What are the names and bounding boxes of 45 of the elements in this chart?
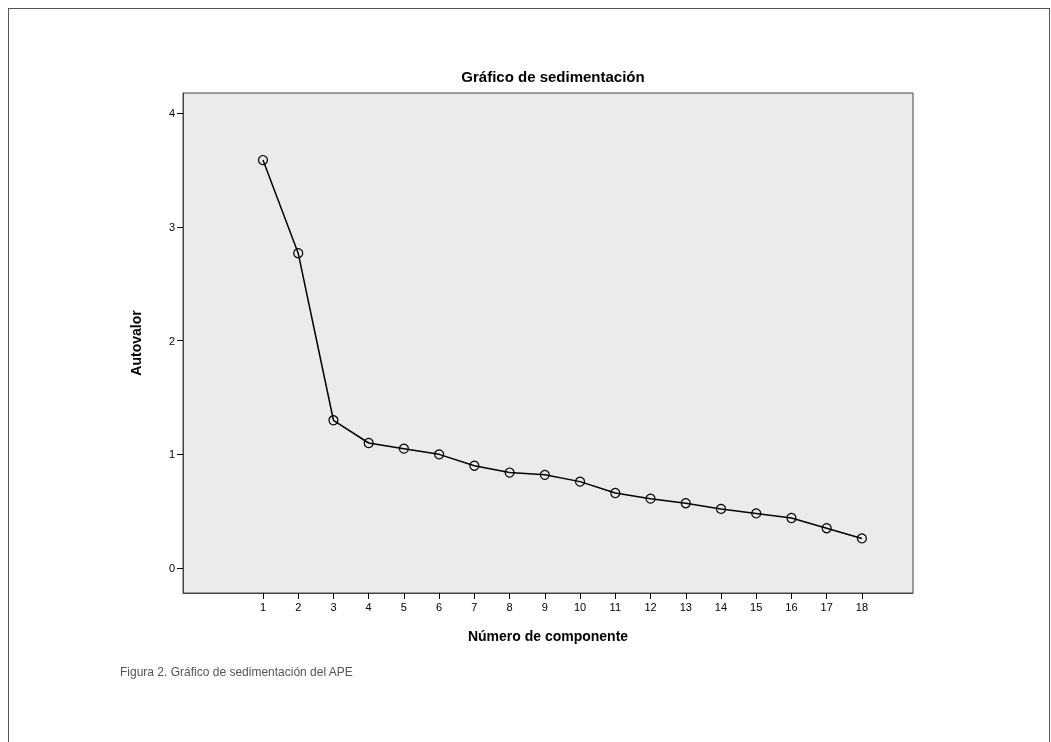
point: [574, 476, 586, 487]
x-tick-label: 17: [820, 600, 833, 613]
x-tick-label: 12: [644, 600, 657, 613]
point: [257, 154, 269, 166]
point: [856, 533, 868, 544]
y-axis-title: Autovalor: [128, 309, 144, 376]
x-tick-label: 7: [471, 600, 478, 613]
chart-title: Gráfico de sedimentación: [461, 68, 645, 85]
y-tick-label: 0: [168, 562, 175, 574]
point: [504, 467, 515, 478]
x-tick-label: 11: [609, 600, 621, 613]
point: [434, 449, 445, 460]
x-tick-label: 13: [679, 600, 692, 613]
point: [680, 498, 691, 509]
point: [293, 248, 304, 259]
x-tick-label: 15: [750, 600, 763, 613]
x-tick-label: 6: [436, 600, 443, 613]
x-tick-label: 14: [714, 600, 728, 613]
x-tick-label: 4: [365, 600, 372, 613]
point: [821, 523, 832, 534]
point: [398, 443, 409, 454]
text: Figura 2. Gráfico de sedimentación del APE: [120, 665, 353, 679]
point: [469, 460, 480, 471]
x-tick-label: 10: [573, 600, 587, 613]
point: [610, 487, 621, 499]
point: [328, 415, 339, 426]
x-tick-label: 18: [855, 600, 869, 613]
x-axis-title: Número de componente: [467, 628, 629, 644]
y-tick-label: 3: [168, 221, 175, 234]
x-tick-label: 2: [295, 600, 302, 613]
point: [539, 469, 550, 480]
y-tick-label: 1: [168, 448, 175, 461]
x-tick-label: 16: [785, 600, 798, 613]
y-tick-label: 4: [168, 107, 175, 120]
point: [751, 508, 762, 519]
x-tick-label: 8: [506, 600, 513, 613]
point: [715, 503, 727, 515]
x-tick-label: 5: [400, 600, 407, 613]
x-tick-label: 1: [259, 600, 267, 613]
point: [363, 437, 374, 449]
x-tick-label: 9: [541, 600, 548, 613]
x-tick-label: 3: [330, 600, 337, 613]
point: [786, 512, 797, 524]
y-tick-label: 2: [168, 334, 175, 347]
point: [645, 493, 656, 504]
